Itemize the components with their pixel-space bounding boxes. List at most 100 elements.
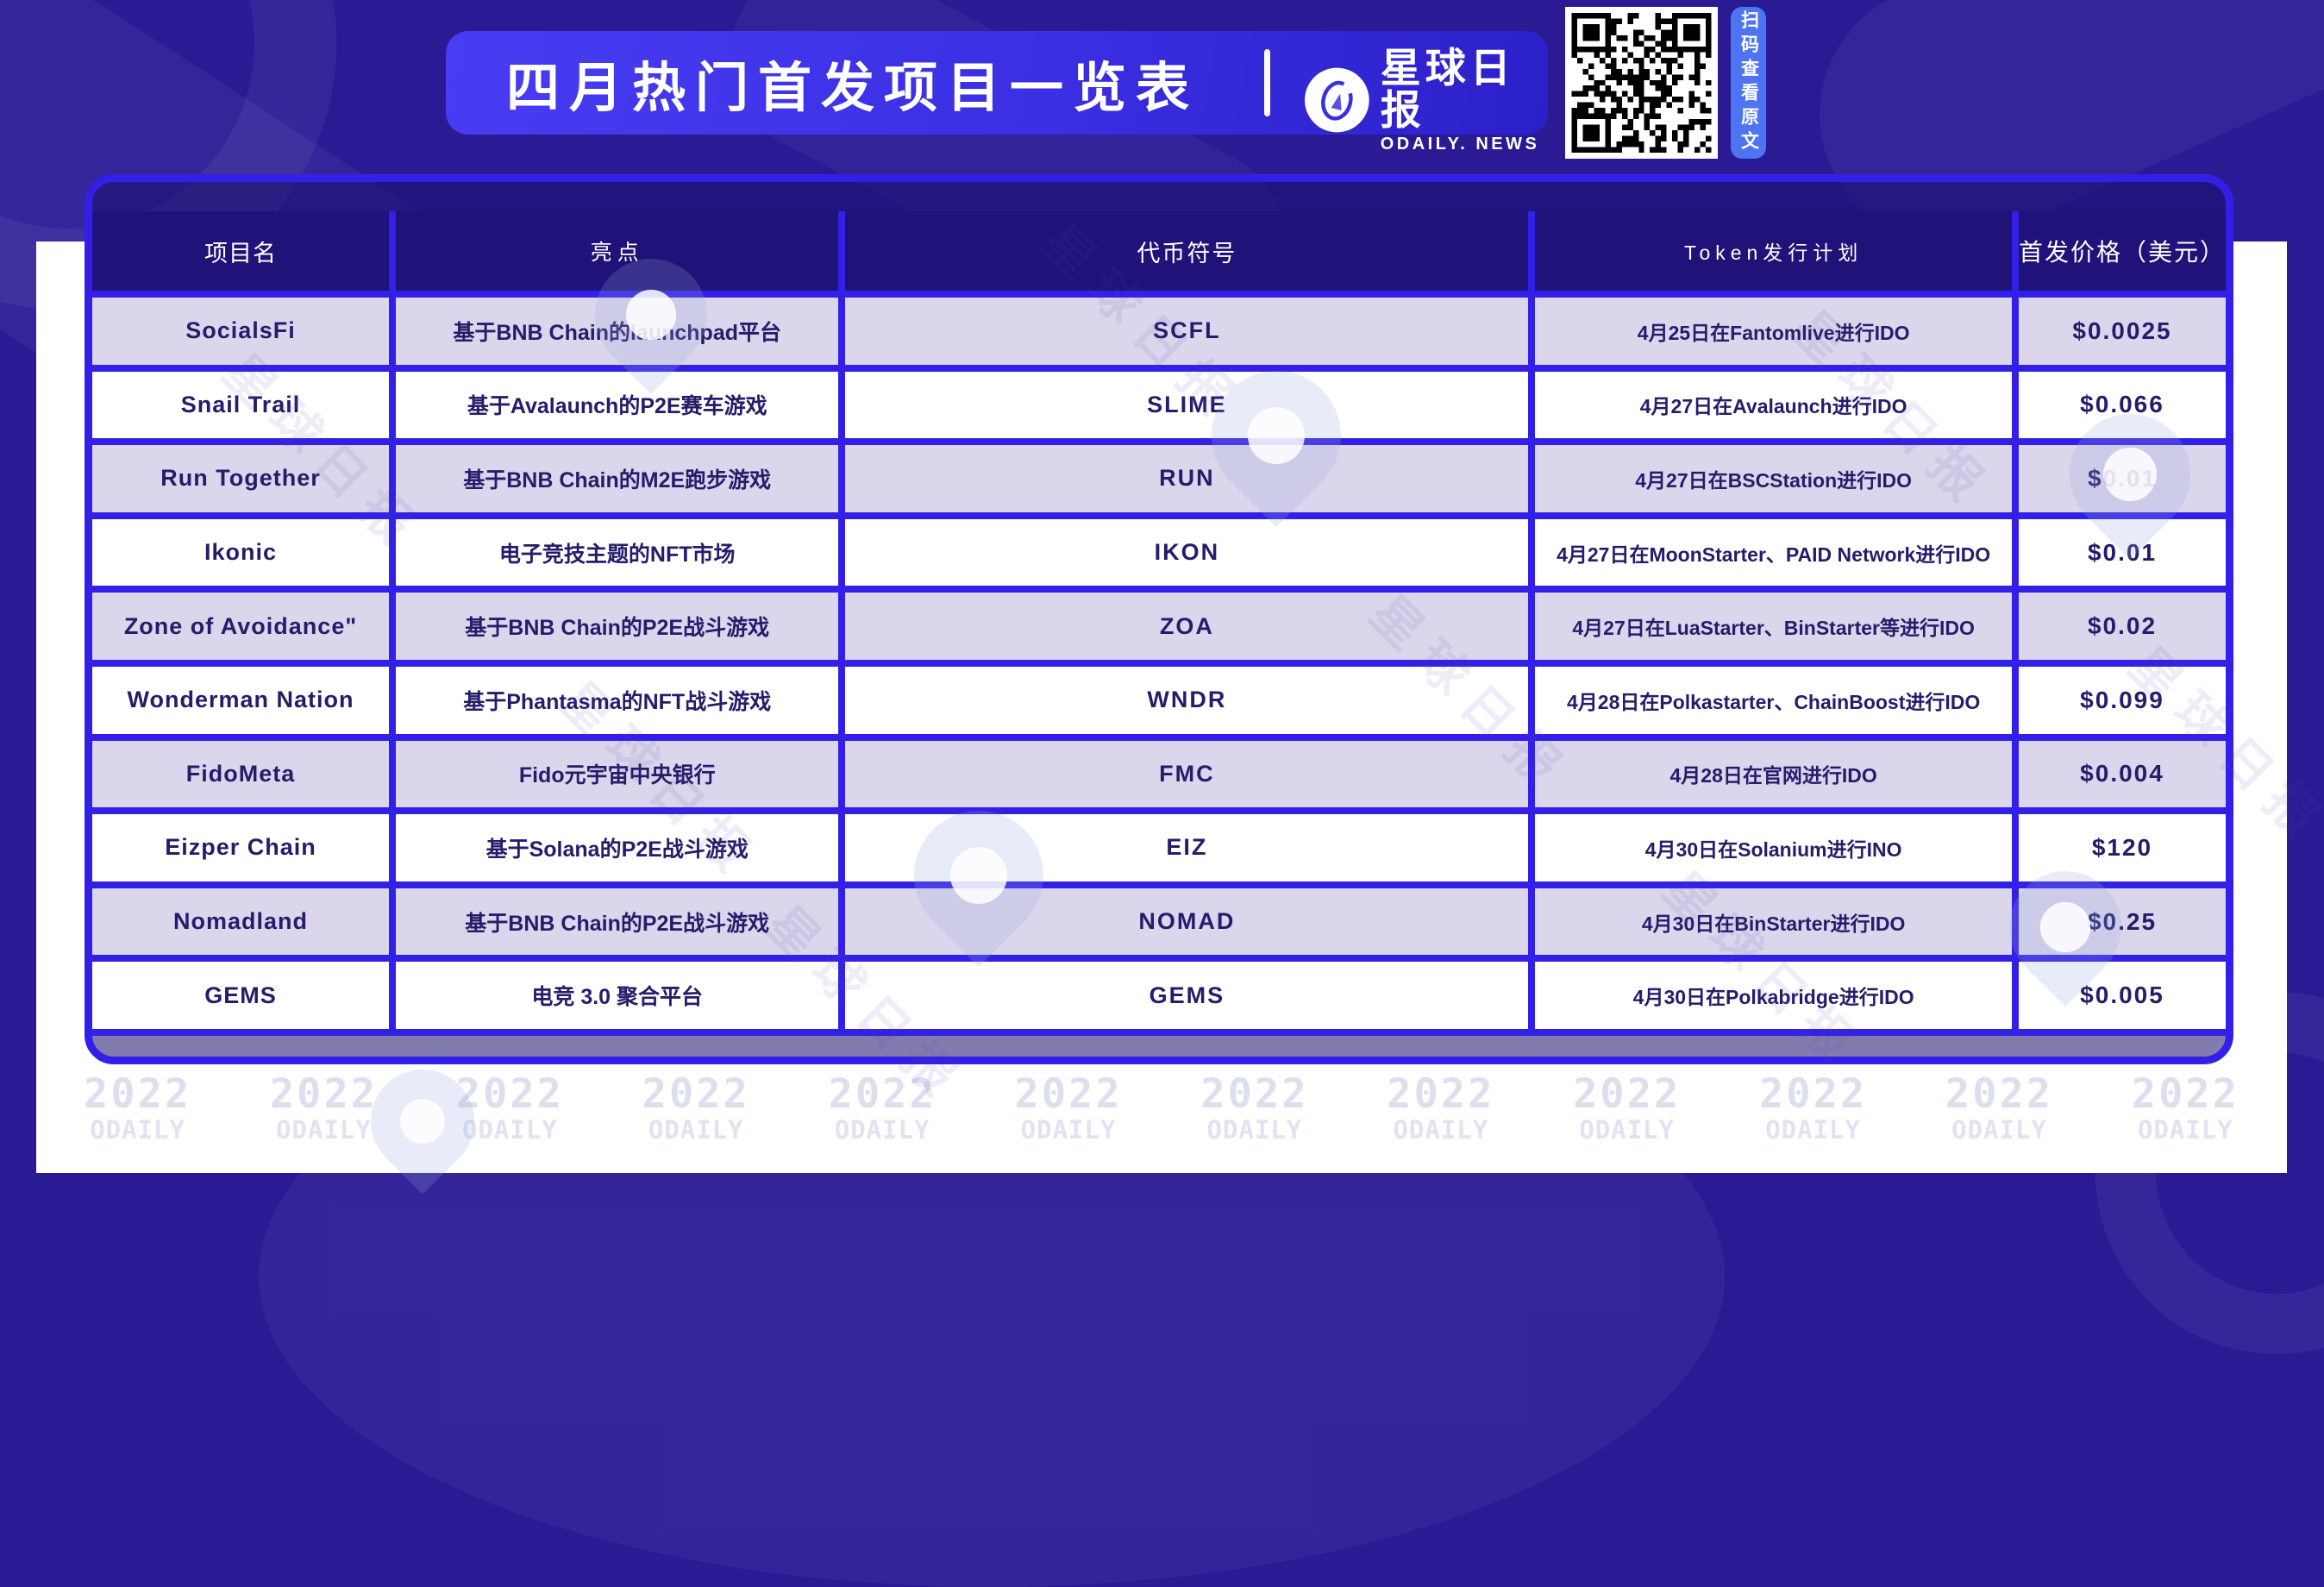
cell-symbol: GEMS bbox=[845, 962, 1529, 1029]
watermark-year: 2022 bbox=[1387, 1070, 1495, 1118]
watermark-brand: ODAILY bbox=[648, 1115, 744, 1145]
watermark-year: 2022 bbox=[1014, 1070, 1123, 1118]
cell-price: $0.02 bbox=[2018, 593, 2226, 660]
cell-plan: 4月28日在官网进行IDO bbox=[1535, 740, 2012, 808]
scan-hint-pill: 扫码查看原文 bbox=[1731, 7, 1766, 159]
cell-symbol: FMC bbox=[845, 740, 1529, 808]
cell-symbol: NOMAD bbox=[845, 888, 1529, 956]
cell-price: $0.01 bbox=[2018, 518, 2226, 586]
cell-plan: 4月27日在LuaStarter、BinStarter等进行IDO bbox=[1535, 593, 2012, 660]
watermark-2022-odaily: 2022 ODAILY bbox=[1014, 1074, 1122, 1143]
cell-symbol: RUN bbox=[845, 445, 1529, 512]
cell-price: $0.066 bbox=[2018, 371, 2226, 439]
cell-symbol: IKON bbox=[845, 518, 1529, 586]
cell-price: $120 bbox=[2018, 814, 2226, 881]
watermark-brand: ODAILY bbox=[2138, 1115, 2233, 1145]
cell-highlight: 基于BNB Chain的P2E战斗游戏 bbox=[395, 888, 839, 956]
watermark-year: 2022 bbox=[1573, 1070, 1682, 1118]
banner-divider bbox=[1264, 49, 1270, 116]
cell-highlight: 基于Avalaunch的P2E赛车游戏 bbox=[395, 371, 839, 439]
watermark-brand: ODAILY bbox=[1393, 1115, 1489, 1145]
brand-name: 星球日报 bbox=[1380, 45, 1515, 134]
watermark-year: 2022 bbox=[1945, 1070, 2054, 1118]
brand-subtitle: ODAILY. NEWS bbox=[1380, 134, 1540, 154]
cell-name: Run Together bbox=[92, 445, 389, 512]
cell-name: FidoMeta bbox=[92, 740, 389, 808]
cell-name: SocialsFi bbox=[92, 298, 389, 365]
cell-price: $0.099 bbox=[2018, 666, 2226, 734]
cell-highlight: 基于BNB Chain的launchpad平台 bbox=[395, 298, 839, 365]
cell-highlight: Fido元宇宙中央银行 bbox=[395, 740, 839, 808]
watermark-year: 2022 bbox=[1200, 1070, 1309, 1118]
watermark-brand: ODAILY bbox=[1579, 1115, 1676, 1145]
watermark-brand: ODAILY bbox=[1951, 1115, 2047, 1145]
column-header: Token发行计划 bbox=[1535, 211, 2012, 291]
watermark-brand: ODAILY bbox=[834, 1115, 930, 1145]
cell-plan: 4月27日在BSCStation进行IDO bbox=[1535, 445, 2012, 512]
watermark-2022-odaily: 2022 ODAILY bbox=[456, 1074, 564, 1143]
watermark-brand: ODAILY bbox=[1020, 1115, 1117, 1145]
column-header: 亮点 bbox=[395, 211, 839, 291]
cell-highlight: 基于Phantasma的NFT战斗游戏 bbox=[395, 666, 839, 734]
cell-plan: 4月25日在Fantomlive进行IDO bbox=[1535, 298, 2012, 365]
bottom-watermark-row: 2022 ODAILY 2022 ODAILY 2022 ODAILY 2022 ODAILY… bbox=[36, 1074, 2287, 1143]
cell-price: $0.004 bbox=[2018, 740, 2226, 808]
cell-highlight: 电竞 3.0 聚合平台 bbox=[395, 962, 839, 1029]
watermark-brand: ODAILY bbox=[276, 1115, 372, 1145]
brand-block: 星球日报 ODAILY. NEWS bbox=[1305, 47, 1548, 154]
watermark-brand: ODAILY bbox=[1206, 1115, 1303, 1145]
watermark-2022-odaily: 2022 ODAILY bbox=[1945, 1074, 2053, 1143]
column-header: 代币符号 bbox=[845, 211, 1529, 291]
watermark-2022-odaily: 2022 ODAILY bbox=[1387, 1074, 1494, 1143]
page-title: 四月热门首发项目一览表 bbox=[506, 59, 1200, 118]
cell-name: Zone of Avoidance" bbox=[92, 593, 389, 660]
cell-plan: 4月27日在Avalaunch进行IDO bbox=[1535, 371, 2012, 439]
cell-highlight: 基于BNB Chain的P2E战斗游戏 bbox=[395, 593, 839, 660]
watermark-brand: ODAILY bbox=[461, 1115, 558, 1145]
watermark-2022-odaily: 2022 ODAILY bbox=[1759, 1074, 1867, 1143]
projects-table: 项目名 亮点 代币符号 Token发行计划 首发价格（美元） SocialsFi 基于BNB… bbox=[92, 211, 2226, 1036]
table-card: 项目名 亮点 代币符号 Token发行计划 首发价格（美元） SocialsFi 基于BNB… bbox=[85, 174, 2233, 1064]
watermark-brand: ODAILY bbox=[90, 1115, 185, 1145]
watermark-year: 2022 bbox=[642, 1070, 750, 1118]
watermark-year: 2022 bbox=[2131, 1070, 2239, 1118]
cell-name: Ikonic bbox=[92, 518, 389, 586]
watermark-2022-odaily: 2022 ODAILY bbox=[829, 1074, 936, 1143]
cell-name: Eizper Chain bbox=[92, 814, 389, 881]
watermark-2022-odaily: 2022 ODAILY bbox=[2132, 1074, 2239, 1143]
cell-name: Nomadland bbox=[92, 888, 389, 956]
qr-code bbox=[1565, 7, 1718, 159]
column-header: 首发价格（美元） bbox=[2018, 211, 2226, 291]
cell-symbol: EIZ bbox=[845, 814, 1529, 881]
watermark-2022-odaily: 2022 ODAILY bbox=[1573, 1074, 1681, 1143]
watermark-year: 2022 bbox=[1759, 1070, 1868, 1118]
cell-plan: 4月30日在Polkabridge进行IDO bbox=[1535, 962, 2012, 1029]
cell-price: $0.25 bbox=[2018, 888, 2226, 956]
watermark-2022-odaily: 2022 ODAILY bbox=[84, 1074, 191, 1143]
column-header: 项目名 bbox=[92, 211, 389, 291]
cell-highlight: 基于BNB Chain的M2E跑步游戏 bbox=[395, 445, 839, 512]
cell-name: Wonderman Nation bbox=[92, 666, 389, 734]
cell-plan: 4月30日在BinStarter进行IDO bbox=[1535, 888, 2012, 956]
watermark-year: 2022 bbox=[84, 1070, 192, 1118]
cell-name: Snail Trail bbox=[92, 371, 389, 439]
cell-price: $0.0025 bbox=[2018, 298, 2226, 365]
cell-plan: 4月28日在Polkastarter、ChainBoost进行IDO bbox=[1535, 666, 2012, 734]
watermark-brand: ODAILY bbox=[1765, 1115, 1861, 1145]
cell-plan: 4月27日在MoonStarter、PAID Network进行IDO bbox=[1535, 518, 2012, 586]
watermark-2022-odaily: 2022 ODAILY bbox=[1200, 1074, 1308, 1143]
cell-price: $0.005 bbox=[2018, 962, 2226, 1029]
watermark-year: 2022 bbox=[269, 1070, 379, 1118]
cell-symbol: SCFL bbox=[845, 298, 1529, 365]
cell-price: $0.01 bbox=[2018, 445, 2226, 512]
cell-highlight: 基于Solana的P2E战斗游戏 bbox=[395, 814, 839, 881]
cell-highlight: 电子竞技主题的NFT市场 bbox=[395, 518, 839, 586]
cell-symbol: SLIME bbox=[845, 371, 1529, 439]
watermark-2022-odaily: 2022 ODAILY bbox=[270, 1074, 378, 1143]
title-banner: 四月热门首发项目一览表 星球日报 ODAILY. NEWS bbox=[446, 31, 1548, 154]
odaily-logo-icon bbox=[1305, 67, 1369, 133]
cell-name: GEMS bbox=[92, 962, 389, 1029]
brand-text: 星球日报 ODAILY. NEWS bbox=[1381, 47, 1548, 154]
watermark-year: 2022 bbox=[455, 1070, 564, 1118]
cell-symbol: WNDR bbox=[845, 666, 1529, 734]
